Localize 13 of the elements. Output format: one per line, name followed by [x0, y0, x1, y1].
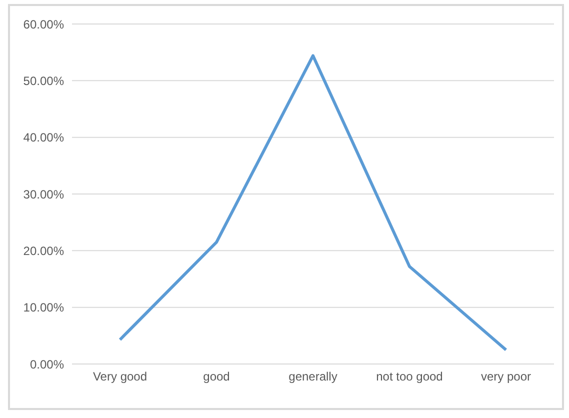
line-series: [118, 54, 508, 352]
x-tick-label: good: [203, 370, 230, 384]
y-tick-label: 30.00%: [23, 187, 64, 202]
x-tick-label: very poor: [480, 370, 532, 384]
x-tick-label: generally: [288, 370, 338, 384]
x-tick-label: Very good: [92, 370, 148, 384]
y-tick-label: 60.00%: [23, 17, 64, 32]
y-tick-label: 50.00%: [23, 74, 64, 88]
y-tick-label: 20.00%: [23, 244, 64, 258]
y-tick-label: 0.00%: [30, 357, 64, 372]
y-tick-label: 10.00%: [23, 300, 64, 315]
y-tick-label: 40.00%: [23, 130, 64, 145]
x-tick-label: not too good: [376, 370, 443, 384]
